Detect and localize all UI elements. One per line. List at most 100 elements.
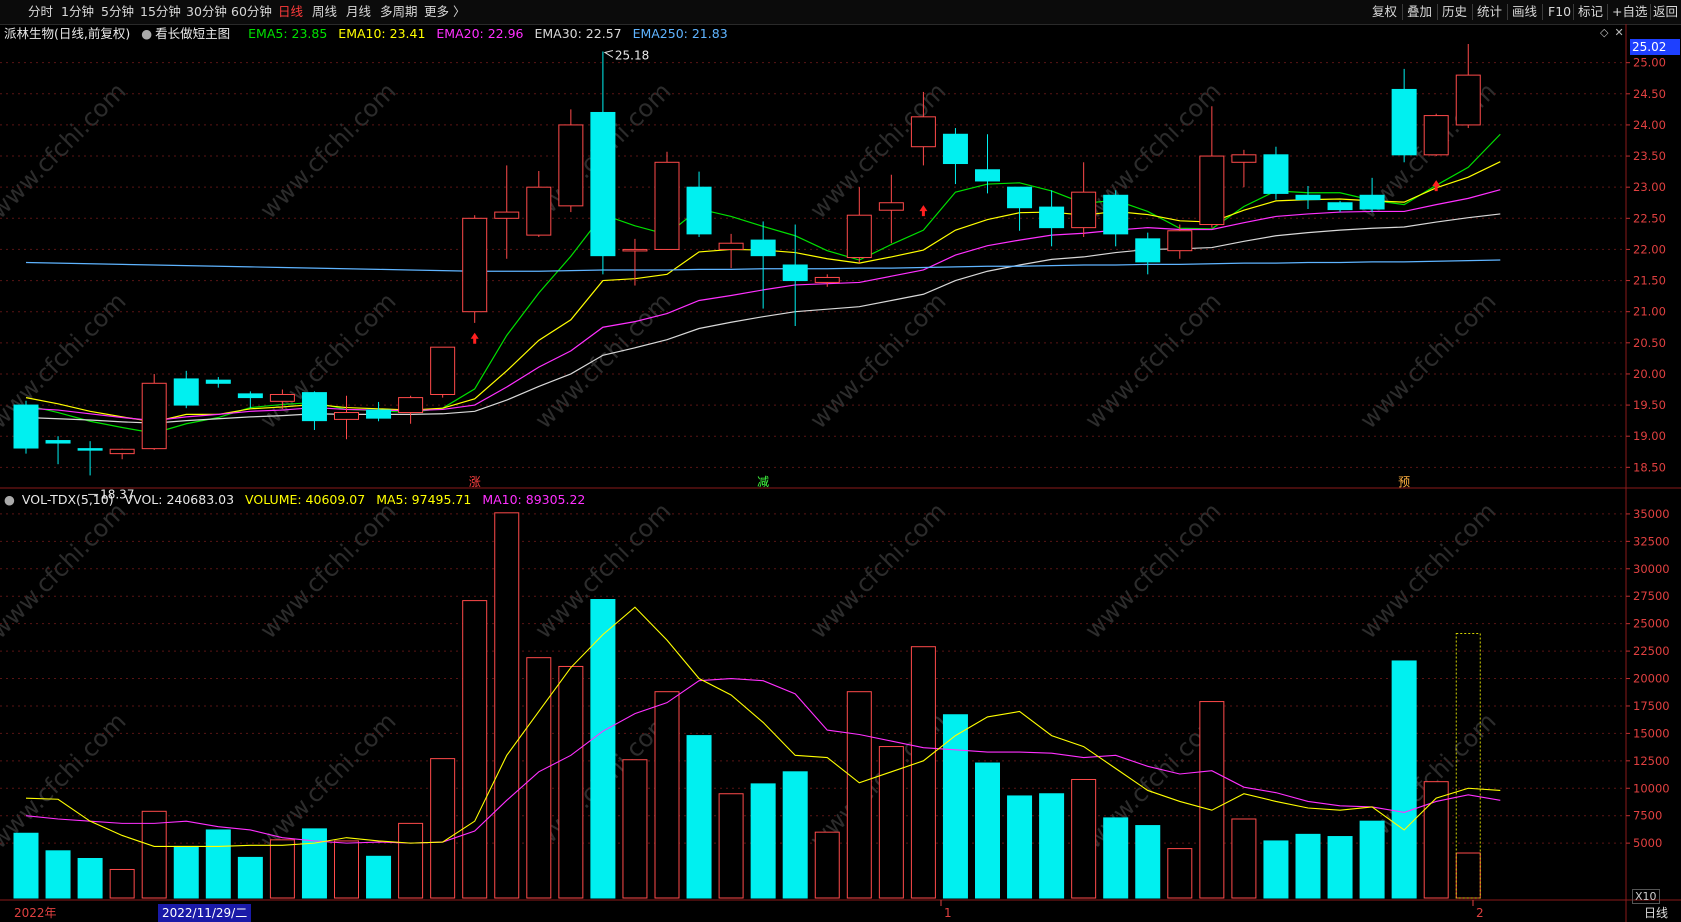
divider xyxy=(1472,4,1473,20)
buy-signal-arrow-icon xyxy=(919,205,928,217)
volume-tick-label: 35000 xyxy=(1633,507,1670,521)
price-tick-label: 19.50 xyxy=(1633,398,1666,412)
volume-forecast-box xyxy=(1455,633,1481,899)
candle-body xyxy=(430,346,456,395)
tf-15min[interactable]: 15分钟 xyxy=(140,4,181,19)
candle-body xyxy=(205,379,231,384)
volume-bar xyxy=(1231,818,1257,899)
volume-bar xyxy=(334,840,359,899)
candle-body xyxy=(1359,194,1385,210)
ema250-label: EMA250: 21.83 xyxy=(632,26,728,41)
signal-tag: 涨 xyxy=(469,474,481,489)
candle-body xyxy=(77,448,103,451)
volume-ma5-line xyxy=(25,606,1501,847)
watermark-text: www.cfchi.com xyxy=(1354,287,1501,434)
tf-monthly[interactable]: 月线 xyxy=(346,4,372,19)
candle-body xyxy=(366,409,392,419)
candle-body xyxy=(1455,74,1481,126)
volume-bar xyxy=(1167,848,1193,899)
volume-tick-label: 15000 xyxy=(1633,726,1670,740)
tf-1min[interactable]: 1分钟 xyxy=(61,4,94,19)
watermark-text: www.cfchi.com xyxy=(1079,287,1226,434)
tf-5min[interactable]: 5分钟 xyxy=(101,4,134,19)
cursor-date: 2022/11/29/二 xyxy=(158,904,252,922)
volume-bar xyxy=(494,512,520,899)
diamond-icon[interactable]: ◇ xyxy=(1600,26,1609,39)
price-info-line: 派林生物(日线,前复权) ● 看长做短主图 EMA5: 23.85 EMA10: … xyxy=(4,24,735,44)
volume-info-line: ● VOL-TDX(5,10) VVOL: 240683.03 VOLUME: … xyxy=(4,490,592,510)
watermark-text: www.cfchi.com xyxy=(804,707,951,854)
volume-bar xyxy=(269,839,295,899)
btn-fuquan[interactable]: 复权 xyxy=(1372,4,1398,19)
vol-indicator-title[interactable]: VOL-TDX(5,10) xyxy=(21,492,114,507)
candle-body xyxy=(269,393,295,402)
volume-bar xyxy=(782,771,808,899)
btn-stats[interactable]: 统计 xyxy=(1477,4,1503,19)
volume-bar xyxy=(942,714,968,899)
btn-f10[interactable]: F10 xyxy=(1548,4,1572,19)
volume-bar xyxy=(1359,820,1385,899)
stock-title[interactable]: 派林生物(日线,前复权) xyxy=(4,26,131,41)
watermark-text: www.cfchi.com xyxy=(804,77,951,224)
month-mark-jan: 1 xyxy=(944,906,952,920)
ema30-label: EMA30: 22.57 xyxy=(534,26,622,41)
tf-30min[interactable]: 30分钟 xyxy=(186,4,227,19)
candle-body xyxy=(1295,194,1321,201)
btn-back[interactable]: 返回 xyxy=(1653,4,1679,19)
period-indicator[interactable]: 日线 xyxy=(1644,906,1669,920)
close-icon[interactable]: ✕ xyxy=(1614,26,1624,39)
volume-ma-lines xyxy=(25,606,1501,847)
candle-body xyxy=(590,111,616,257)
candle-body xyxy=(975,169,1000,182)
btn-history[interactable]: 历史 xyxy=(1442,4,1468,19)
vvol-label: VVOL: 240683.03 xyxy=(124,492,235,507)
watermark-layer: www.cfchi.com www.cfchi.com www.cfchi.com w… xyxy=(0,77,1501,854)
watermark-text: www.cfchi.com xyxy=(804,497,951,644)
volume-tick-label: 10000 xyxy=(1633,781,1670,795)
ema-line-ema20 xyxy=(25,189,1501,422)
template-name: 看长做短主图 xyxy=(155,26,231,41)
volume-tick-label: 5000 xyxy=(1633,836,1662,850)
ema-line-ema250 xyxy=(25,259,1501,272)
volume-tick-label: 17500 xyxy=(1633,699,1670,713)
volume-bar xyxy=(205,829,231,899)
tf-60min[interactable]: 60分钟 xyxy=(231,4,272,19)
watermark-text: www.cfchi.com xyxy=(0,77,131,224)
volume-bar xyxy=(622,759,648,899)
volume-bar xyxy=(109,868,135,899)
tf-weekly[interactable]: 周线 xyxy=(312,4,338,19)
candle-body xyxy=(1327,202,1353,211)
last-price-badge: 25.02 xyxy=(1630,39,1680,55)
btn-draw[interactable]: 画线 xyxy=(1512,4,1538,19)
divider xyxy=(1437,4,1438,20)
vol-ma5-label: MA5: 97495.71 xyxy=(376,492,472,507)
tf-more[interactable]: 更多 〉 xyxy=(424,4,466,19)
tf-daily[interactable]: 日线 xyxy=(278,4,304,19)
template-selector[interactable]: ● 看长做短主图 xyxy=(141,26,237,41)
candle-body xyxy=(622,248,648,252)
ema-lines xyxy=(25,133,1501,434)
volume-bar xyxy=(1199,701,1225,899)
btn-overlay[interactable]: 叠加 xyxy=(1407,4,1433,19)
candle-body xyxy=(109,448,135,455)
btn-mark[interactable]: 标记 xyxy=(1578,4,1604,19)
volume-ma10-line xyxy=(25,677,1501,844)
volume-bar xyxy=(1039,793,1065,899)
divider xyxy=(1542,4,1543,20)
btn-add-watchlist[interactable]: +自选 xyxy=(1612,4,1648,19)
volume-bar xyxy=(77,857,103,899)
volume-bar xyxy=(846,691,872,899)
price-tick-label: 22.00 xyxy=(1633,242,1666,256)
circle-dot-icon[interactable]: ● xyxy=(4,492,15,507)
candle-body xyxy=(782,264,808,282)
candle-body xyxy=(910,116,936,148)
candle-body xyxy=(1423,115,1449,156)
tf-multi[interactable]: 多周期 xyxy=(380,4,418,19)
divider xyxy=(1573,4,1574,20)
candle-body xyxy=(1199,155,1225,226)
volume-tick-label: 7500 xyxy=(1633,809,1662,823)
volume-bar xyxy=(1071,778,1097,899)
tf-fenshi[interactable]: 分时 xyxy=(28,4,54,19)
candle-body xyxy=(141,382,167,450)
